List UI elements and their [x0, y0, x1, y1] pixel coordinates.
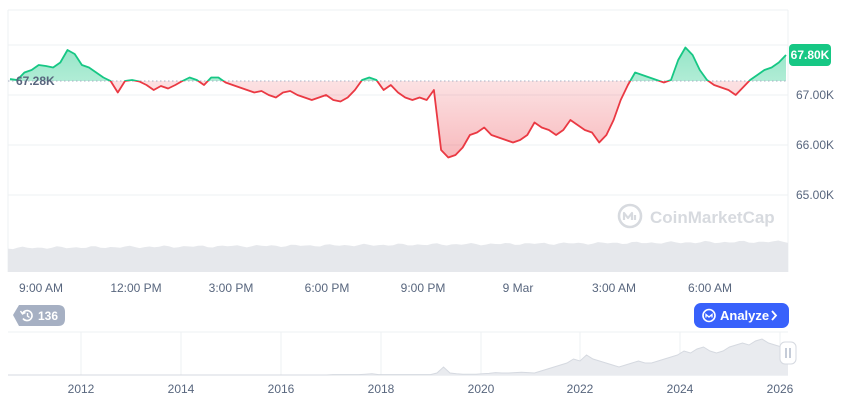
scrollbar-handle[interactable]: [779, 341, 797, 365]
watermark-text: CoinMarketCap: [650, 208, 775, 227]
watermark: CoinMarketCap: [617, 203, 775, 229]
current-price-badge: 67.80K: [789, 44, 831, 66]
history-count: 136: [38, 309, 58, 323]
price-area-above: [10, 47, 786, 81]
price-area-below: [10, 81, 786, 158]
x-axis: 9:00 AM 12:00 PM 3:00 PM 6:00 PM 9:00 PM 9 Ma…: [19, 281, 732, 295]
analyze-icon: [702, 308, 716, 323]
y-tick-label: 67.00K: [796, 88, 834, 102]
y-tick-label: 65.00K: [796, 188, 834, 202]
current-price-badge-bg: [789, 44, 831, 66]
overview-x-tick-label: 2016: [268, 382, 295, 396]
overview-x-tick-label: 2018: [368, 382, 395, 396]
analyze-button[interactable]: Analyze: [694, 303, 789, 328]
y-tick-label: 66.00K: [796, 138, 834, 152]
x-tick-label: 6:00 PM: [305, 281, 350, 295]
scrollbar-grip-icon: [785, 348, 791, 358]
x-tick-label: 9 Mar: [503, 281, 534, 295]
analyze-label: Analyze: [720, 308, 769, 323]
overview-x-tick-label: 2022: [567, 382, 594, 396]
history-icon: [19, 309, 33, 322]
x-tick-label: 9:00 AM: [19, 281, 63, 295]
overview-x-tick-label: 2014: [168, 382, 195, 396]
x-tick-label: 12:00 PM: [110, 281, 161, 295]
volume-area: [8, 240, 788, 272]
overview-navigator[interactable]: 2012 2014 2016 2018 2020 2022 2024 2026: [8, 331, 794, 396]
chevron-right-icon: [771, 310, 778, 321]
grid-lines: [8, 44, 788, 196]
y-axis: 67.00K 66.00K 65.00K: [796, 88, 834, 202]
x-tick-label: 9:00 PM: [401, 281, 446, 295]
overview-x-axis: 2012 2014 2016 2018 2020 2022 2024 2026: [68, 382, 794, 396]
overview-x-tick-label: 2026: [767, 382, 794, 396]
reference-price-label: 67.28K: [16, 74, 55, 88]
overview-x-tick-label: 2024: [667, 382, 694, 396]
x-tick-label: 3:00 PM: [209, 281, 254, 295]
overview-x-tick-label: 2012: [68, 382, 95, 396]
current-price-label: 67.80K: [791, 48, 830, 62]
overview-area: [8, 339, 788, 375]
overview-line: [8, 338, 789, 376]
x-tick-label: 6:00 AM: [688, 281, 732, 295]
price-line-above: [9, 46, 787, 81]
coinmarketcap-logo-icon: [617, 203, 643, 229]
overview-x-tick-label: 2020: [468, 382, 495, 396]
price-line-below: [108, 81, 751, 159]
x-tick-label: 3:00 AM: [592, 281, 636, 295]
history-button[interactable]: 136: [13, 305, 65, 326]
